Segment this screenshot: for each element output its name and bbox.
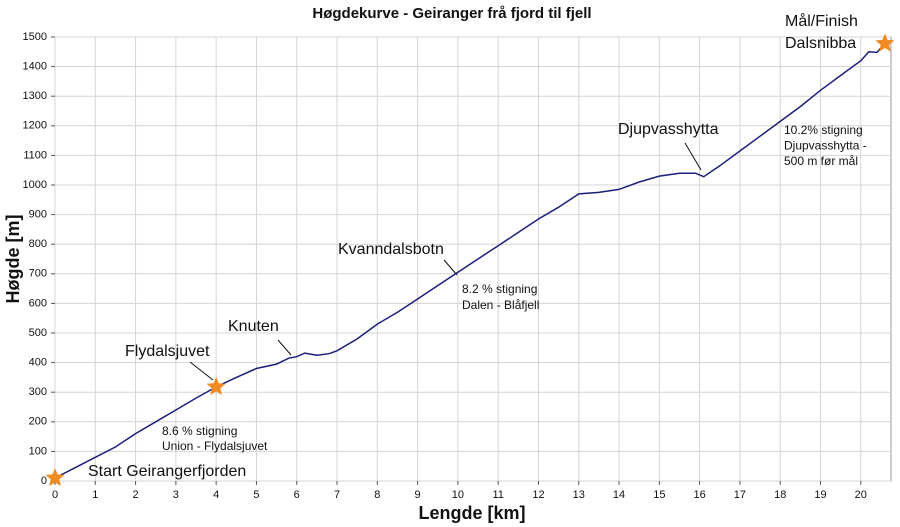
star-marker — [206, 376, 226, 395]
annotation: Knuten — [228, 318, 279, 335]
x-tick-label: 0 — [52, 489, 58, 501]
x-axis-label: Lengde [km] — [418, 503, 525, 523]
annotation: Start Geirangerfjorden — [88, 463, 246, 480]
y-axis-label: Høgde [m] — [3, 215, 23, 304]
x-tick-label: 8 — [374, 489, 380, 501]
annotation: Djupvasshytta - — [784, 139, 867, 153]
y-tick-label: 0 — [41, 475, 47, 487]
x-tick-label: 17 — [734, 489, 746, 501]
annotation: 8.6 % stigning — [162, 424, 237, 438]
y-tick-label: 300 — [29, 386, 47, 398]
annotation: 8.2 % stigning — [462, 282, 537, 296]
y-tick-label: 1000 — [23, 179, 47, 191]
x-tick-label: 7 — [334, 489, 340, 501]
y-tick-label: 1400 — [23, 61, 47, 73]
x-tick-label: 9 — [415, 489, 421, 501]
elevation-line — [54, 42, 886, 479]
x-tick-label: 12 — [532, 489, 544, 501]
annotation: Mål/Finish — [785, 12, 858, 30]
star-marker — [875, 33, 895, 52]
y-tick-label: 500 — [29, 327, 47, 339]
annotation: Kvanndalsbotn — [338, 241, 444, 258]
x-tick-label: 2 — [133, 489, 139, 501]
x-tick-label: 14 — [613, 489, 625, 501]
annotation: Union - Flydalsjuvet — [162, 439, 268, 453]
y-tick-label: 1100 — [23, 149, 47, 161]
y-tick-label: 400 — [29, 357, 47, 369]
y-tick-label: 1300 — [23, 90, 47, 102]
x-tick-label: 11 — [492, 489, 503, 501]
annotation: 500 m før mål — [784, 154, 858, 168]
x-tick-label: 1 — [92, 489, 98, 501]
leader-lines — [189, 142, 702, 381]
annotation: Dalsnibba — [785, 35, 856, 52]
y-tick-label: 1200 — [23, 120, 47, 132]
y-tick-label: 900 — [29, 209, 47, 221]
y-tick-label: 100 — [29, 445, 47, 457]
x-tick-label: 19 — [814, 489, 826, 501]
leader-line — [684, 142, 702, 171]
y-tick-label: 1500 — [23, 31, 47, 43]
x-tick-label: 20 — [855, 489, 867, 501]
grid — [54, 36, 892, 482]
x-tick-label: 15 — [653, 489, 665, 501]
leader-line — [443, 259, 458, 276]
chart-title: Høgdekurve - Geiranger frå fjord til fje… — [312, 5, 591, 22]
plot-frame — [54, 36, 892, 482]
annotation: Dalen - Blåfjell — [462, 298, 539, 312]
x-tick-label: 13 — [573, 489, 585, 501]
leader-line — [277, 339, 292, 356]
x-tick-label: 3 — [173, 489, 179, 501]
x-tick-label: 5 — [253, 489, 259, 501]
x-tick-label: 16 — [694, 489, 706, 501]
x-tick-label: 6 — [294, 489, 300, 501]
y-tick-label: 600 — [29, 297, 47, 309]
x-tick-label: 18 — [774, 489, 786, 501]
x-tick-label: 10 — [452, 489, 464, 501]
x-tick-label: 4 — [213, 489, 219, 501]
annotation: Djupvasshytta — [618, 121, 719, 138]
annotation: Flydalsjuvet — [125, 343, 210, 360]
annotation: 10.2% stigning — [784, 123, 863, 137]
y-tick-label: 200 — [29, 416, 47, 428]
y-tick-label: 800 — [29, 238, 47, 250]
star-marker — [45, 468, 65, 487]
y-tick-label: 700 — [29, 268, 47, 280]
leader-line — [189, 361, 214, 381]
